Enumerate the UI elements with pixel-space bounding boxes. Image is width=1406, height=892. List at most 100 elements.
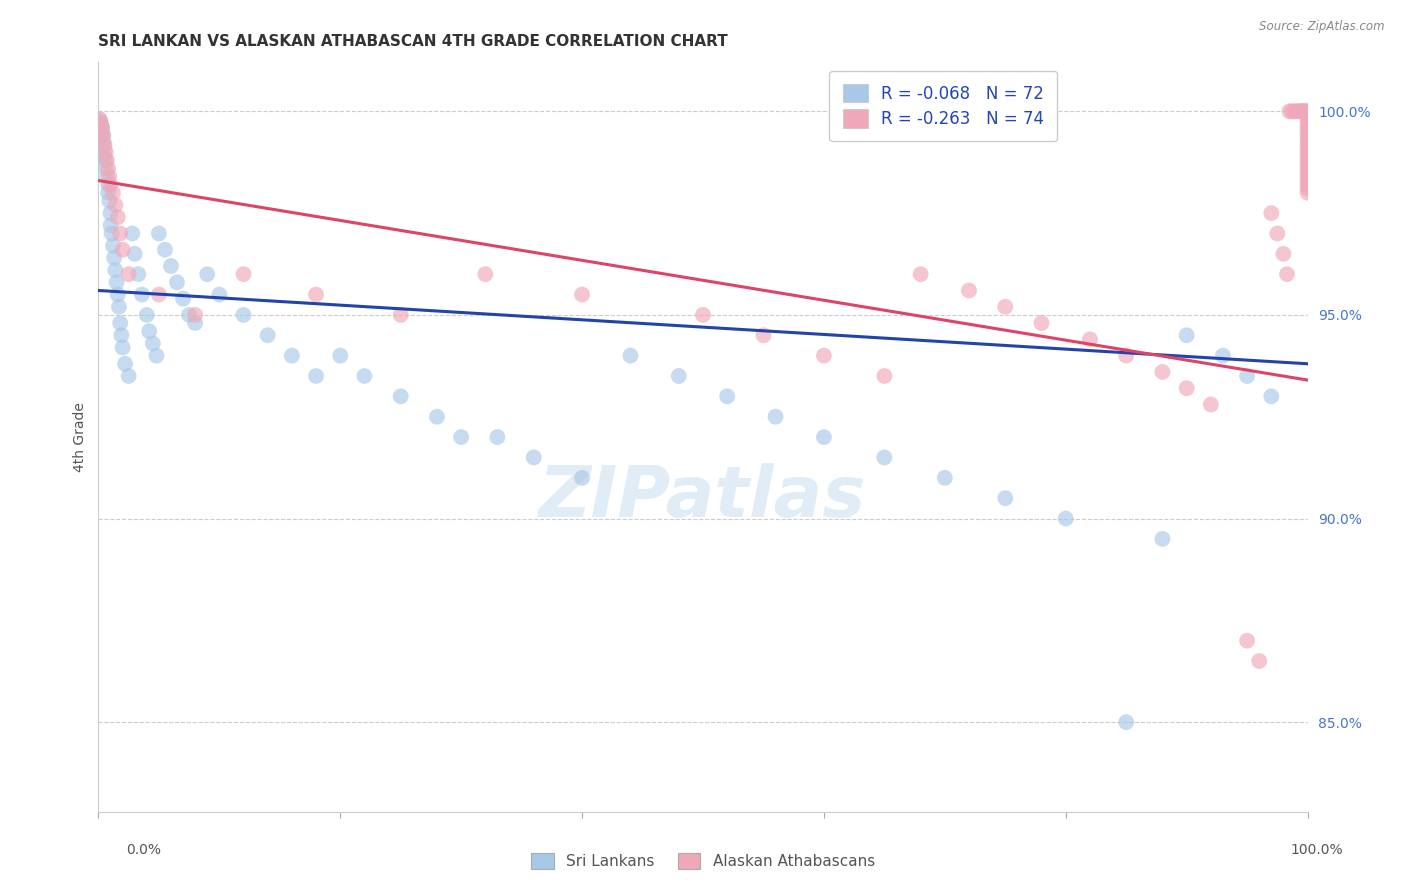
Legend: R = -0.068   N = 72, R = -0.263   N = 74: R = -0.068 N = 72, R = -0.263 N = 74 [830,70,1057,142]
Point [100,206,122,220]
Point [100,178,122,192]
Point [281,349,304,363]
Point [100,219,122,233]
Point [111,341,134,355]
Point [107,210,129,224]
Point [389,389,412,403]
Point [118,369,141,384]
Point [765,409,787,424]
Point [873,369,896,384]
Point [101,186,124,200]
Point [486,430,509,444]
Point [1296,161,1319,176]
Point [232,267,254,281]
Text: 100.0%: 100.0% [1291,843,1343,857]
Text: SRI LANKAN VS ALASKAN ATHABASCAN 4TH GRADE CORRELATION CHART: SRI LANKAN VS ALASKAN ATHABASCAN 4TH GRA… [98,34,728,49]
Point [450,430,472,444]
Point [184,316,207,330]
Point [1296,120,1319,135]
Point [91,120,114,135]
Point [305,287,328,301]
Point [1275,267,1298,281]
Point [91,136,114,151]
Point [172,292,194,306]
Point [90,116,112,130]
Point [89,112,111,127]
Point [1296,182,1319,196]
Point [1292,104,1315,119]
Point [1152,365,1174,379]
Point [1152,532,1174,546]
Point [138,324,160,338]
Point [994,491,1017,505]
Point [910,267,932,281]
Point [1078,332,1101,346]
Point [97,178,120,192]
Point [619,349,641,363]
Point [329,349,352,363]
Point [104,263,127,277]
Point [934,471,956,485]
Point [716,389,738,403]
Point [1294,104,1316,119]
Point [256,328,278,343]
Point [1288,104,1310,119]
Point [1296,136,1319,151]
Point [148,227,170,241]
Point [1296,125,1319,139]
Point [1249,654,1271,668]
Point [94,153,117,168]
Point [114,357,136,371]
Point [1296,145,1319,159]
Point [1296,149,1319,163]
Point [1296,186,1319,200]
Point [89,112,111,127]
Point [93,136,115,151]
Point [1260,389,1282,403]
Point [100,227,122,241]
Point [90,116,112,130]
Point [1292,104,1315,119]
Point [813,430,835,444]
Point [98,194,121,208]
Point [692,308,714,322]
Point [571,471,593,485]
Point [426,409,449,424]
Point [1296,165,1319,179]
Point [1031,316,1053,330]
Point [1296,178,1319,192]
Point [91,128,114,143]
Point [111,243,134,257]
Point [1272,247,1295,261]
Point [108,227,131,241]
Point [1175,328,1198,343]
Point [1296,128,1319,143]
Point [94,145,117,159]
Point [813,349,835,363]
Point [145,349,167,363]
Point [160,259,183,273]
Point [232,308,254,322]
Point [118,267,141,281]
Point [1281,104,1303,119]
Point [124,247,146,261]
Point [957,284,980,298]
Point [1285,104,1308,119]
Y-axis label: 4th Grade: 4th Grade [73,402,87,472]
Text: ZIPatlas: ZIPatlas [540,463,866,532]
Point [166,276,188,290]
Point [353,369,375,384]
Point [131,287,153,301]
Point [103,251,125,265]
Point [305,369,328,384]
Point [121,227,143,241]
Point [179,308,201,322]
Point [1296,141,1319,155]
Point [108,300,131,314]
Point [1236,633,1258,648]
Point [474,267,496,281]
Point [1284,104,1306,119]
Point [389,308,412,322]
Point [1296,169,1319,184]
Point [1296,112,1319,127]
